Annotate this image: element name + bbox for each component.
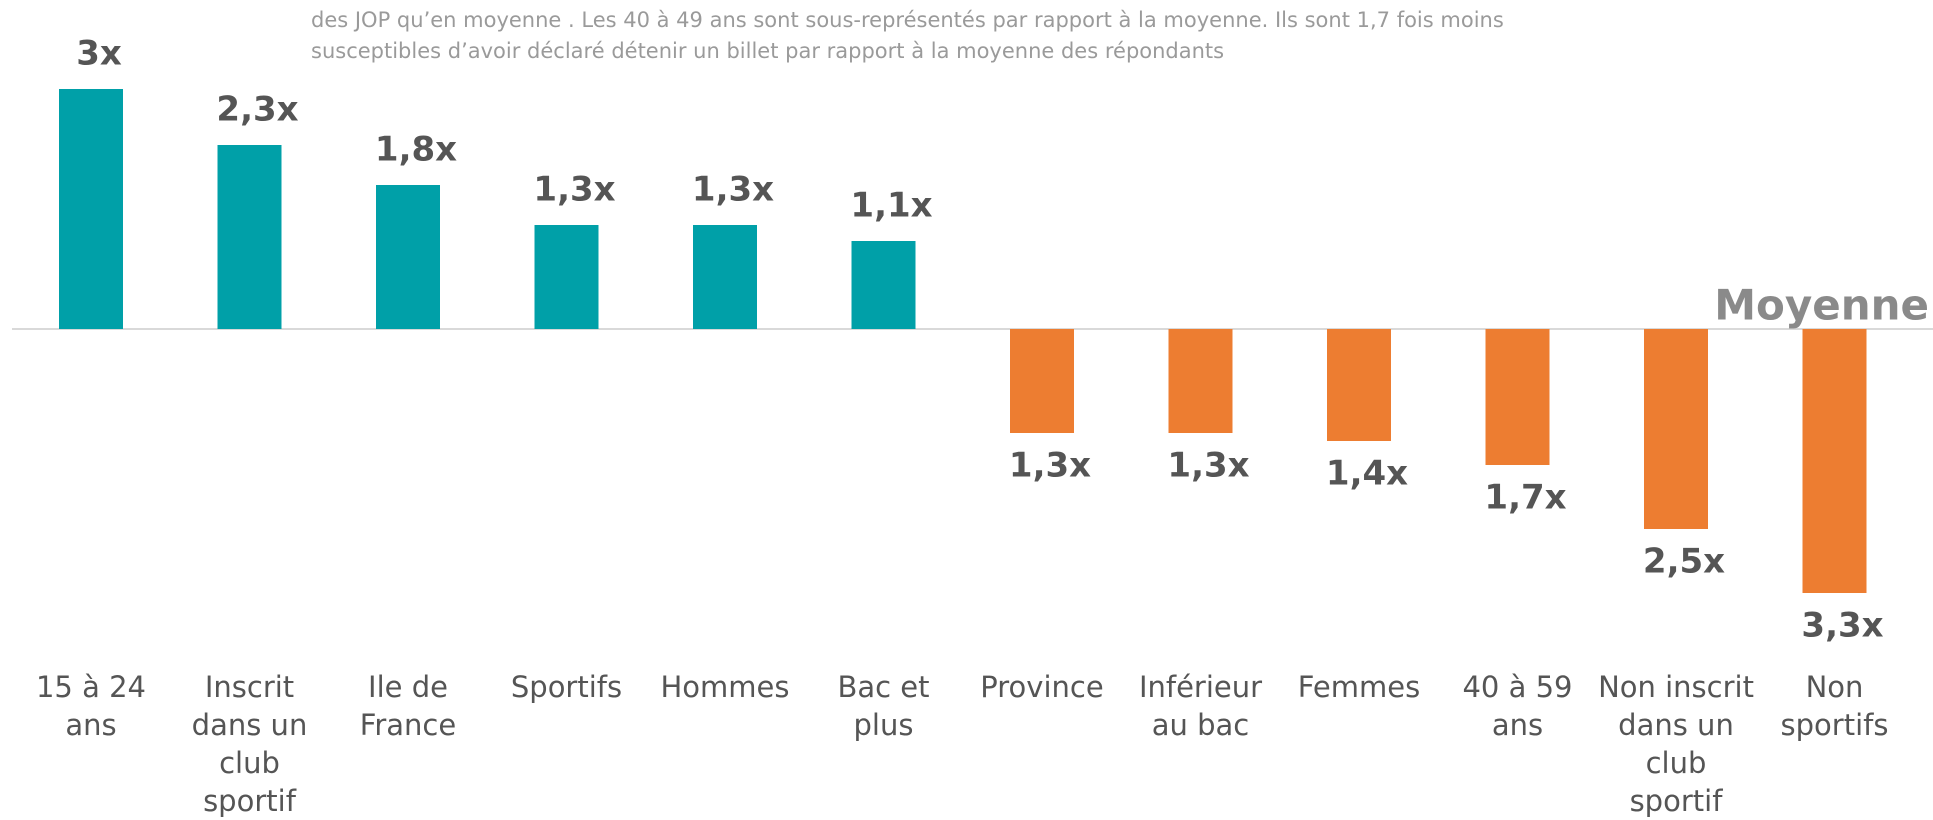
value-label: 3,3x xyxy=(1801,606,1883,646)
subtitle-line: des JOP qu’en moyenne . Les 40 à 49 ans … xyxy=(311,8,1504,32)
x-tick-label: Inférieur au bac xyxy=(1138,670,1263,742)
value-label: 1,3x xyxy=(533,170,615,210)
value-label: 1,3x xyxy=(1167,446,1249,486)
bar xyxy=(1327,329,1391,441)
value-label: 3x xyxy=(76,34,122,74)
value-label: 1,8x xyxy=(375,130,457,170)
bar xyxy=(1168,329,1233,433)
bar xyxy=(693,225,757,329)
value-label: 1,1x xyxy=(850,186,932,226)
x-tick-label: Bac et plus xyxy=(837,670,930,742)
subtitle-line: susceptibles d’avoir déclaré détenir un … xyxy=(311,39,1224,63)
annotation: Moyenne xyxy=(1714,281,1929,330)
bar xyxy=(1644,329,1708,529)
bar xyxy=(851,241,916,329)
value-label: 1,3x xyxy=(692,170,774,210)
bar xyxy=(1485,329,1550,465)
value-label: 2,5x xyxy=(1643,542,1725,582)
x-tick-label: Province xyxy=(980,670,1104,704)
x-tick-label: Inscrit dans un club sportif xyxy=(191,670,308,818)
x-tick-label: 40 à 59 ans xyxy=(1462,670,1573,742)
x-tick-label: 15 à 24 ans xyxy=(35,670,146,742)
value-label: 2,3x xyxy=(216,90,298,130)
x-tick-label: Non sportifs xyxy=(1780,670,1889,742)
value-label: 1,4x xyxy=(1326,454,1408,494)
bar xyxy=(1010,329,1074,433)
bar xyxy=(1802,329,1867,593)
value-label: 1,3x xyxy=(1009,446,1091,486)
x-tick-label: Femmes xyxy=(1297,670,1421,704)
x-tick-label: Non inscrit dans un club sportif xyxy=(1598,670,1754,818)
x-tick-label: Sportifs xyxy=(510,670,623,704)
bar xyxy=(217,145,282,329)
x-tick-label: Ile de France xyxy=(359,670,457,742)
x-tick-label: Hommes xyxy=(660,670,790,704)
bar xyxy=(534,225,599,329)
bar xyxy=(59,89,123,329)
bar xyxy=(376,185,440,329)
value-label: 1,7x xyxy=(1484,478,1566,518)
